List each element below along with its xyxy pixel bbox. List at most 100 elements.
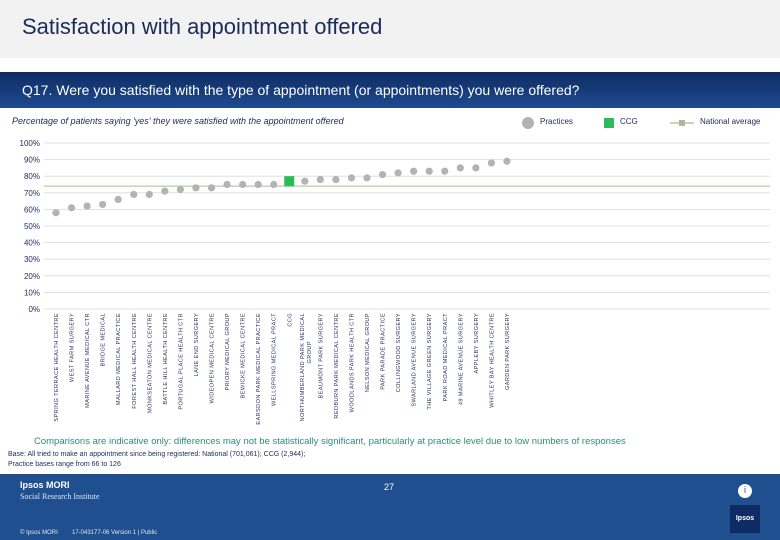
chart-grid [44,142,770,310]
x-category-label: NORTHUMBERLAND PARK MEDICALGROUP [300,313,313,422]
x-category-label: CCG [287,313,293,327]
copyright: © Ipsos MORI [20,530,58,536]
y-tick-label: 30% [24,255,40,264]
x-category-label: MALLARD MEDICAL PRACTICE [116,313,122,405]
page-number: 27 [384,482,395,492]
x-category-label: MONKSEATON MEDICAL CENTRE [147,313,153,413]
x-category-label: WEST FARM SURGERY [70,313,76,382]
y-tick-label: 0% [28,305,40,314]
x-category-label: 49 MARINE AVENUE SURGERY [458,313,464,405]
x-category-label: WELLSPRING MEDICAL PRACT [272,313,278,406]
x-category-label: GARDEN PARK SURGERY [505,313,511,390]
x-category-label: PARK ROAD MEDICAL PRACT [443,313,449,402]
legend-practices-marker [522,117,534,129]
base-note-line-1: Base: All tried to make an appointment s… [8,451,306,458]
practice-point [161,187,169,195]
practice-point [114,195,122,204]
practice-point [145,190,153,199]
practice-point [83,202,91,210]
x-category-label-line: GROUP [307,341,313,364]
x-category-label: BATTLE HILL HEALTH CENTRE [163,313,169,405]
chart: 0% 10% 20% 30% 40% 50% 60% 70% 80% 90% 100% SPRING… [20,139,770,425]
practice-point [487,159,495,167]
x-category-label: WOODLANDS PARK HEALTH CTR [349,313,355,412]
title-bar: Satisfaction with appointment offered [0,0,780,58]
x-category-label: REDBURN PARK MEDICAL CENTRE [334,313,340,419]
y-tick-label: 80% [24,172,40,181]
job-number: 17-043177-06 Version 1 | Public [72,530,158,536]
practice-point [176,185,184,194]
practice-point [332,175,340,184]
practice-point [441,167,449,175]
base-note-line-2: Practice bases range from 66 to 126 [8,461,121,468]
info-icon: i [738,484,752,498]
practice-point [99,200,107,209]
practice-point [130,190,138,199]
x-category-label-line: NORTHUMBERLAND PARK MEDICAL [300,313,306,422]
legend-practices-label: Practices [540,117,573,126]
x-category-label: SWARLAND AVENUE SURGERY [412,313,418,407]
x-axis-labels: SPRING TERRACE HEALTH CENTRE WEST FARM SU… [54,313,511,425]
legend-national-marker [670,120,694,126]
legend-ccg-marker [604,118,614,128]
x-category-label: WHITLEY BAY HEALTH CENTRE [489,313,495,408]
x-category-label: BEWICKE MEDICAL CENTRE [241,313,247,398]
y-tick-label: 10% [24,288,40,297]
practice-point [223,180,231,189]
x-category-label: PARK PARADE PRACTICE [381,313,387,390]
ipsos-badge: Ipsos [730,505,760,533]
y-tick-label: 50% [24,222,40,231]
logo-subtitle: Social Research Institute [20,492,100,501]
legend-ccg-label: CCG [620,117,638,126]
practice-point [192,184,200,192]
page-title: Satisfaction with appointment offered [22,14,383,39]
practice-point [394,169,402,177]
ccg-point [284,176,295,187]
x-category-label: SPRING TERRACE HEALTH CENTRE [54,313,60,422]
x-category-label: BEAUMONT PARK SURGERY [318,313,324,399]
practice-point [378,170,387,179]
practice-point [410,167,418,175]
y-tick-label: 100% [20,139,40,148]
x-category-label: WIDEOPEN MEDICAL CENTRE [210,313,216,403]
comparison-note: Comparisons are indicative only: differe… [34,436,626,447]
x-category-label: FOREST HALL HEALTH CENTRE [132,313,138,409]
question-text: Q17. Were you satisfied with the type of… [22,82,580,98]
x-category-label: LANE END SURGERY [194,313,200,377]
practice-point [52,209,60,217]
y-tick-label: 60% [24,205,40,214]
footer-bar [0,474,780,540]
practice-point [316,175,324,184]
x-category-label: PORTUGAL PLACE HEALTH CTR [178,313,184,410]
practice-point [363,174,371,182]
practice-point [207,184,216,192]
x-category-label: COLLINGWOOD SURGERY [396,313,402,392]
ipsos-mori-logo: Ipsos MORI [20,480,70,490]
y-tick-label: 70% [24,189,40,198]
practice-point [239,180,247,189]
practice-point [67,204,76,212]
x-category-label: BRIDGE MEDICAL [101,313,107,366]
x-category-label: PRIORY MEDICAL GROUP [225,313,231,391]
practice-point [254,180,262,189]
practice-point [425,167,433,175]
practice-point [301,177,309,185]
practice-point [472,164,480,172]
y-tick-label: 90% [24,156,40,165]
chart-subtitle: Percentage of patients saying 'yes' they… [12,116,344,126]
practice-point [270,180,278,189]
x-category-label: APPLEBY SURGERY [474,313,480,374]
x-category-label: MARINE AVENUE MEDICAL CTR [85,313,91,408]
x-category-label: NELSON MEDICAL GROUP [365,313,371,392]
chart-points [52,157,511,217]
legend-national-label: National average [700,117,761,126]
x-category-label: THE VILLAGE GREEN SURGERY [427,313,433,410]
practice-point [503,157,511,165]
y-tick-label: 20% [24,272,40,281]
practice-point [456,164,464,172]
question-bar: Q17. Were you satisfied with the type of… [0,72,780,108]
practice-point [347,174,356,182]
x-category-label: EARSDON PARK MEDICAL PRACTICE [256,313,262,425]
base-note: Base: All tried to make an appointment s… [8,450,305,470]
y-tick-label: 40% [24,239,40,248]
